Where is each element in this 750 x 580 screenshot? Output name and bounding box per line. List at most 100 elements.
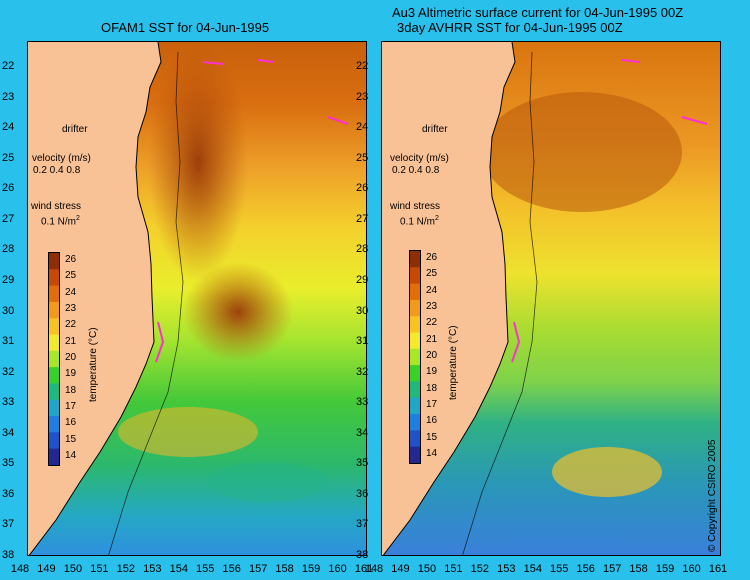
left-y-tick-label: 27 <box>2 212 15 225</box>
right-y-tick-label: 29 <box>356 273 369 286</box>
left-colorbar-tick-label: 22 <box>65 319 77 331</box>
colorbar-swatch <box>49 334 59 352</box>
colorbar-swatch <box>410 283 420 301</box>
colorbar-swatch <box>49 301 59 319</box>
left-y-tick-label: 26 <box>2 182 15 195</box>
left-colorbar-tick-label: 19 <box>65 368 77 380</box>
right-x-tick-label: 149 <box>391 563 410 575</box>
right-x-tick-label: 148 <box>364 563 384 575</box>
left-x-tick-label: 153 <box>143 563 162 575</box>
right-y-tick-label: 27 <box>356 212 369 225</box>
colorbar-swatch <box>410 267 420 285</box>
right-y-tick-label: 36 <box>356 487 369 500</box>
colorbar-swatch <box>49 448 59 465</box>
left-y-tick-label: 24 <box>2 121 15 134</box>
colorbar-swatch <box>410 397 420 415</box>
colorbar-swatch <box>410 365 420 382</box>
colorbar-swatch <box>49 383 59 401</box>
left-colorbar-tick-label: 23 <box>65 303 77 315</box>
right-panel-title-line2: 3day AVHRR SST for 04-Jun-1995 00Z <box>397 20 623 35</box>
left-sst-map <box>28 42 366 555</box>
right-x-tick-label: 158 <box>629 563 648 575</box>
right-colorbar-tick-label: 22 <box>426 317 438 329</box>
colorbar-swatch <box>49 416 59 433</box>
left-wind-label: wind stress <box>31 201 82 212</box>
right-y-tick-label: 34 <box>356 426 369 439</box>
colorbar-swatch <box>410 414 420 431</box>
right-velocity-values: 0.2 0.4 0.8 <box>392 165 440 176</box>
colorbar-swatch <box>49 269 59 287</box>
colorbar-swatch <box>410 430 420 448</box>
right-x-tick-label: 154 <box>523 563 542 575</box>
right-colorbar-tick-label: 18 <box>426 382 438 394</box>
left-y-tick-label: 22 <box>2 60 15 72</box>
right-colorbar-tick-label: 16 <box>426 415 438 427</box>
right-y-tick-label: 37 <box>356 518 369 531</box>
right-x-tick-label: 161 <box>708 563 728 575</box>
left-colorbar-tick-label: 16 <box>65 417 77 429</box>
left-x-tick-label: 161 <box>354 563 374 575</box>
left-colorbar-tick-label: 26 <box>65 254 77 266</box>
left-x-tick-label: 152 <box>116 563 136 575</box>
right-panel-title-line1: Au3 Altimetric surface current for 04-Ju… <box>392 5 684 20</box>
right-colorbar <box>409 250 421 464</box>
left-x-tick-label: 159 <box>301 563 321 575</box>
left-x-tick-label: 155 <box>196 563 215 575</box>
left-velocity-label: velocity (m/s) <box>32 153 91 164</box>
right-colorbar-tick-label: 23 <box>426 301 438 313</box>
right-x-tick-label: 156 <box>576 563 595 575</box>
left-wind-value: 0.1 N/m2 <box>41 215 80 228</box>
right-colorbar-tick-label: 26 <box>426 252 438 264</box>
left-drifter-tracks <box>155 59 349 363</box>
left-colorbar-title: temperature (°C) <box>88 327 99 402</box>
right-x-tick-label: 159 <box>655 563 675 575</box>
right-drifter-label: drifter <box>422 124 448 135</box>
left-x-tick-label: 154 <box>169 563 188 575</box>
left-colorbar-tick-label: 18 <box>65 384 77 396</box>
right-colorbar-tick-label: 21 <box>426 333 438 345</box>
right-x-tick-label: 152 <box>470 563 490 575</box>
left-x-tick-label: 150 <box>63 563 83 575</box>
colorbar-swatch <box>49 399 59 417</box>
left-panel-title: OFAM1 SST for 04-Jun-1995 <box>101 20 270 35</box>
left-colorbar-tick-label: 25 <box>65 270 77 282</box>
left-x-tick-label: 157 <box>248 563 268 575</box>
right-colorbar-tick-label: 14 <box>426 447 438 459</box>
left-y-tick-label: 32 <box>2 365 15 378</box>
colorbar-swatch <box>49 285 59 303</box>
right-y-tick-label: 24 <box>356 121 369 134</box>
left-y-tick-label: 36 <box>2 487 15 500</box>
right-y-tick-label: 22 <box>356 60 369 72</box>
right-sst-map <box>382 42 720 555</box>
right-colorbar-tick-label: 25 <box>426 268 438 280</box>
right-x-tick-label: 150 <box>417 563 437 575</box>
right-x-tick-label: 153 <box>497 563 516 575</box>
left-y-tick-label: 28 <box>2 243 15 256</box>
right-y-tick-label: 31 <box>356 335 369 348</box>
colorbar-swatch <box>49 253 59 270</box>
right-x-tick-label: 151 <box>444 563 463 575</box>
left-velocity-values: 0.2 0.4 0.8 <box>33 165 81 176</box>
left-y-tick-label: 37 <box>2 518 15 531</box>
colorbar-swatch <box>410 251 420 268</box>
left-x-tick-label: 148 <box>10 563 30 575</box>
colorbar-swatch <box>410 332 420 350</box>
left-y-tick-label: 29 <box>2 273 15 286</box>
colorbar-swatch <box>49 318 59 336</box>
left-y-tick-label: 35 <box>2 457 15 470</box>
right-wind-label: wind stress <box>390 201 441 212</box>
right-drifter-tracks <box>511 59 708 363</box>
right-velocity-label: velocity (m/s) <box>390 153 449 164</box>
left-colorbar-tick-label: 21 <box>65 335 77 347</box>
right-map-panel: drifter velocity (m/s) 0.2 0.4 0.8 wind … <box>381 41 721 556</box>
right-y-tick-label: 33 <box>356 396 369 409</box>
colorbar-swatch <box>49 432 59 450</box>
left-x-tick-label: 156 <box>222 563 241 575</box>
right-y-tick-label: 25 <box>356 151 369 164</box>
right-colorbar-title: temperature (°C) <box>448 325 459 400</box>
right-colorbar-scale <box>410 251 420 463</box>
right-x-tick-label: 155 <box>550 563 569 575</box>
left-colorbar-scale <box>49 253 59 465</box>
left-y-tick-label: 33 <box>2 396 15 409</box>
left-y-tick-label: 38 <box>2 549 15 561</box>
